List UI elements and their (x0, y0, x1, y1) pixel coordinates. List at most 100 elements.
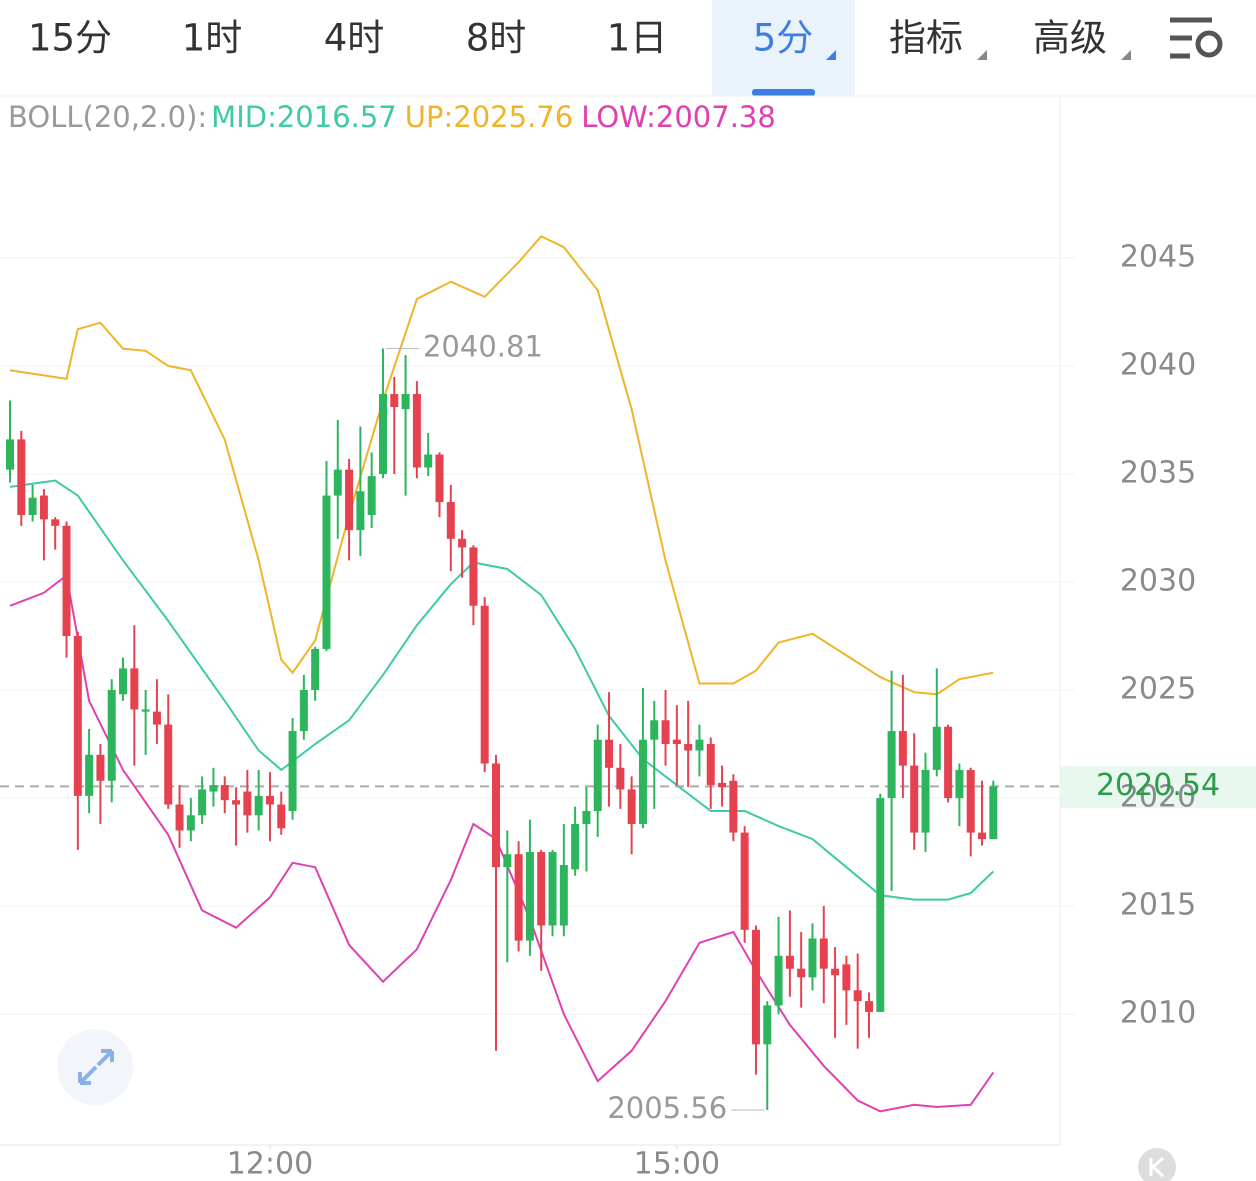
candle-body (864, 1001, 873, 1012)
candle-body (503, 854, 512, 868)
candle-body (593, 739, 602, 811)
candle-body (898, 731, 907, 766)
candle-body (333, 469, 342, 496)
settings-icon[interactable] (1170, 17, 1223, 59)
candle-body (345, 469, 354, 531)
candle-body (119, 668, 128, 695)
candle-body (672, 739, 681, 745)
candle-body (853, 990, 862, 1002)
candle-body (288, 731, 297, 811)
y-tick-label: 2010 (1120, 996, 1196, 1031)
tab[interactable]: 1时 (182, 17, 243, 60)
candle-body (661, 720, 670, 745)
candle-body (469, 547, 478, 606)
indicator-header: BOLL(20,2.0): MID:2016.57 UP:2025.76 LOW:20… (8, 100, 776, 134)
candle-body (751, 929, 760, 1045)
tab[interactable]: 5分 (753, 17, 814, 60)
tab-indicator (752, 89, 815, 96)
boll-line (9, 479, 994, 901)
candle-body (808, 938, 817, 978)
tab[interactable]: 15分 (28, 17, 112, 60)
candle-body (966, 769, 975, 833)
candle-body (435, 454, 444, 503)
candle-body (571, 823, 580, 870)
candle-body (582, 810, 591, 824)
candle-body (797, 968, 806, 978)
candle-body (955, 769, 964, 799)
legend-entry: MID:2016.57 (211, 100, 397, 134)
candle-body (198, 789, 207, 816)
boll-line (9, 235, 994, 696)
candle-body (537, 852, 546, 926)
candle-body (164, 724, 173, 805)
candle-body (989, 786, 998, 840)
candle-body (910, 765, 919, 833)
candle-body (401, 394, 410, 410)
candle-body (684, 744, 693, 751)
candle-body (763, 1005, 772, 1045)
candle-body (492, 763, 501, 868)
candle-body (39, 495, 48, 520)
candle-body (978, 832, 987, 840)
tab[interactable]: 4时 (324, 17, 385, 60)
candle-body (729, 780, 738, 833)
candle-body (819, 938, 828, 969)
candle-body (186, 815, 195, 831)
candle-body (152, 711, 161, 725)
candle-body (831, 968, 840, 976)
candle-body (718, 782, 727, 788)
candle-body (254, 795, 263, 816)
min-label: 2005.56 (607, 1091, 727, 1125)
candle-body (921, 769, 930, 833)
tab-caret (977, 50, 987, 60)
y-tick-label: 2025 (1120, 672, 1196, 707)
candle-body (876, 798, 885, 1012)
candle-body (17, 439, 26, 516)
candle-body (6, 439, 15, 470)
candle-body (51, 519, 60, 526)
candle-body (548, 852, 557, 926)
candle-body (887, 731, 896, 799)
tab[interactable]: 8时 (466, 17, 527, 60)
max-label: 2040.81 (423, 329, 543, 363)
current-price-label: 2020.54 (1096, 768, 1220, 803)
candle-body (525, 852, 534, 941)
tab[interactable]: 指标 (889, 17, 963, 60)
candle-body (480, 605, 489, 764)
x-tick-label: 15:00 (634, 1147, 720, 1181)
expand-icon (78, 1049, 114, 1085)
tab-caret (1121, 50, 1131, 60)
candle-body (424, 454, 433, 468)
tab[interactable]: 高级 (1033, 17, 1107, 60)
candle-body (311, 648, 320, 691)
candle-body (412, 394, 421, 468)
y-tick-label: 2035 (1120, 455, 1196, 490)
candle-body (73, 636, 82, 796)
candle-body (367, 476, 376, 516)
candle-body (232, 800, 241, 805)
candle-body (277, 804, 286, 829)
y-tick-label: 2030 (1120, 563, 1196, 598)
candle-body (299, 690, 308, 732)
candle-body (944, 726, 953, 799)
candle-body (220, 785, 229, 801)
legend-entry: UP:2025.76 (405, 100, 573, 134)
candle-body (706, 744, 715, 786)
candle-body (650, 720, 659, 740)
candle-body (842, 964, 851, 991)
candle-body (740, 832, 749, 930)
candle-body (605, 739, 614, 768)
candle-body (932, 726, 941, 770)
y-tick-label: 2015 (1120, 888, 1196, 923)
candle-body (209, 785, 218, 792)
candle-body (695, 739, 704, 751)
candle-body (322, 495, 331, 649)
legend-entry: BOLL(20,2.0): (8, 100, 207, 134)
candle-body (458, 538, 467, 548)
candle-body (356, 491, 365, 531)
candle-body (627, 789, 636, 824)
selected-tab-bg (712, 0, 855, 96)
tab[interactable]: 1日 (607, 17, 668, 60)
